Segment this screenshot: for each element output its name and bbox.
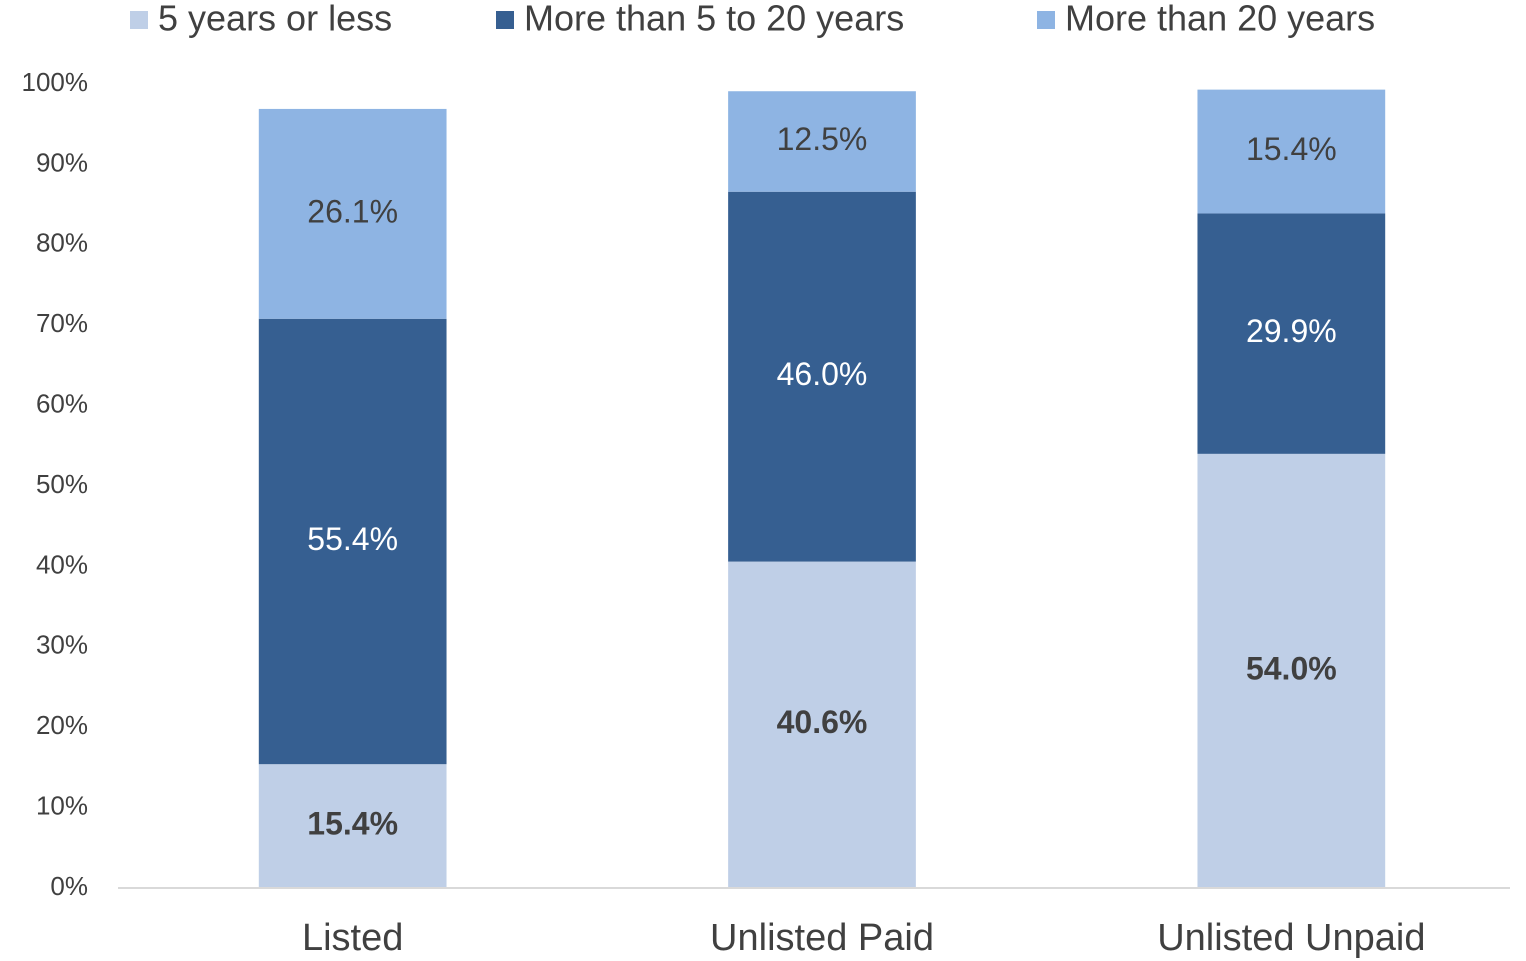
y-tick-label: 50%	[36, 469, 88, 499]
data-label: 55.4%	[307, 521, 398, 557]
bar-segment	[258, 108, 447, 319]
bar-segment	[728, 191, 916, 562]
data-label: 29.9%	[1246, 313, 1337, 349]
data-label: 54.0%	[1246, 650, 1337, 686]
y-tick-label: 80%	[36, 228, 88, 258]
data-label: 46.0%	[777, 356, 868, 392]
bar-segment	[728, 91, 916, 192]
legend-label: 5 years or less	[158, 0, 392, 39]
bar-segment	[1197, 89, 1386, 214]
data-label: 15.4%	[1246, 131, 1337, 167]
bar-segment	[1197, 213, 1386, 454]
y-tick-label: 0%	[50, 871, 88, 901]
legend-swatch	[496, 11, 514, 29]
y-tick-label: 20%	[36, 710, 88, 740]
data-label: 12.5%	[777, 121, 868, 157]
legend-label: More than 20 years	[1065, 0, 1375, 39]
bar-segment	[258, 318, 447, 765]
data-label: 40.6%	[777, 704, 868, 740]
y-tick-label: 60%	[36, 388, 88, 418]
data-label: 15.4%	[307, 806, 398, 842]
y-tick-label: 70%	[36, 308, 88, 338]
y-tick-label: 90%	[36, 147, 88, 177]
y-tick-label: 30%	[36, 630, 88, 660]
y-tick-label: 10%	[36, 790, 88, 820]
y-tick-label: 40%	[36, 549, 88, 579]
bar-segment	[728, 561, 916, 888]
y-tick-label: 100%	[22, 67, 89, 97]
legend-swatch	[1037, 11, 1055, 29]
bar-segment	[258, 764, 447, 888]
x-tick-label: Unlisted Unpaid	[1157, 917, 1425, 959]
x-tick-label: Listed	[302, 917, 403, 959]
bar-segment	[1197, 453, 1386, 888]
data-label: 26.1%	[307, 193, 398, 229]
legend-swatch	[130, 11, 148, 29]
x-tick-label: Unlisted Paid	[710, 917, 934, 959]
legend-label: More than 5 to 20 years	[524, 0, 904, 39]
